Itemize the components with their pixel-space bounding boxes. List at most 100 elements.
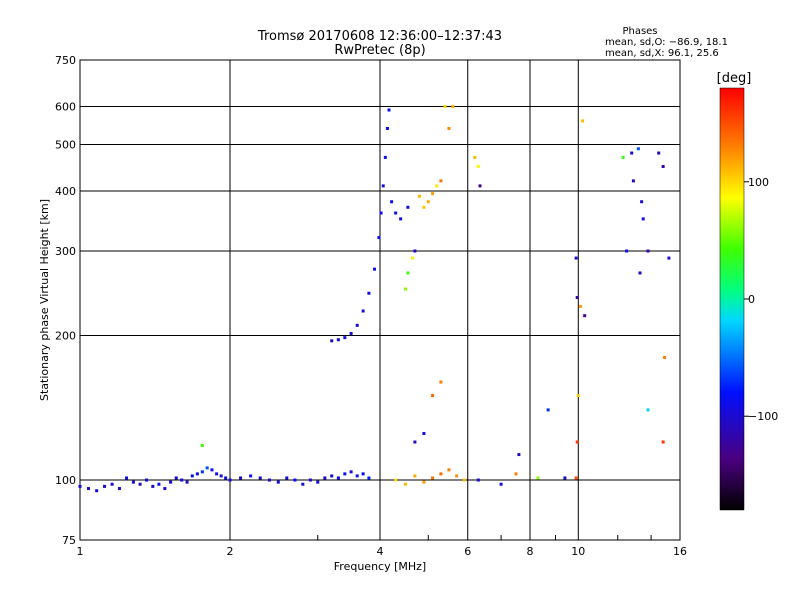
data-point [145,478,149,482]
data-point [426,200,430,204]
data-point [411,256,415,260]
data-point [185,480,189,484]
data-point [349,470,353,474]
data-point [381,184,385,188]
data-point [151,484,155,488]
data-point [657,151,661,155]
phase-mean-o: mean, sd,O: −86.9, 18.1 [605,37,728,48]
y-tick-label: 400 [55,185,76,198]
data-point [367,476,371,480]
data-point [661,440,665,444]
data-point [117,487,121,491]
data-point [575,440,579,444]
data-point [293,478,297,482]
data-point [578,304,582,308]
y-tick-label: 600 [55,101,76,114]
x-tick-label: 8 [527,545,534,558]
data-point [200,470,204,474]
x-tick-label: 6 [464,545,471,558]
x-tick-label: 4 [377,545,384,558]
x-tick-label: 2 [227,545,234,558]
data-point [387,108,391,112]
colorbar-label: [deg] [717,71,752,86]
data-point [640,200,644,204]
y-axis-label: Stationary phase Virtual Height [km] [38,199,51,401]
data-point [110,482,114,486]
data-point [385,126,389,130]
phases-heading: Phases [622,26,657,37]
data-point [517,453,521,457]
data-point [355,323,359,327]
data-point [447,126,451,130]
data-point [336,476,340,480]
data-point [439,179,443,183]
data-point [224,476,228,480]
data-point [476,478,480,482]
data-point [447,468,451,472]
data-point [422,432,426,436]
phase-mean-x: mean, sd,X: 96.1, 25.6 [605,48,719,59]
data-point [473,155,477,159]
data-point [575,296,579,300]
data-point [200,444,204,448]
data-point [336,338,340,342]
data-point [86,487,90,491]
data-point [661,164,665,168]
data-point [210,468,214,472]
data-point [195,472,199,476]
data-point [417,194,421,198]
data-point [636,147,640,151]
data-point [403,287,407,291]
y-tick-label: 300 [55,245,76,258]
data-point [343,336,347,340]
y-tick-label: 75 [62,534,76,547]
data-point [301,482,305,486]
data-point [169,480,173,484]
data-point [367,291,371,295]
data-point [406,271,410,275]
data-point [563,476,567,480]
data-point [258,476,262,480]
data-point [451,105,455,109]
y-tick-label: 750 [55,54,76,67]
data-point [285,476,289,480]
data-point [667,256,671,260]
data-point [219,474,223,478]
data-point [439,472,443,476]
colorbar-tick-label: −100 [748,410,778,423]
data-point [394,478,398,482]
data-points [78,105,671,493]
data-point [403,482,407,486]
data-point [355,474,359,478]
grid-lines [80,60,680,540]
x-tick-label: 16 [673,545,687,558]
data-point [228,478,232,482]
data-point [546,408,550,412]
data-point [399,217,403,221]
data-point [95,489,99,493]
colorbar-tick-label: 100 [748,176,769,189]
data-point [435,184,439,188]
data-point [576,394,580,398]
data-point [462,478,466,482]
data-point [323,476,327,480]
data-point [638,271,642,275]
data-point [394,211,398,215]
data-point [631,179,635,183]
data-point [406,205,410,209]
data-point [413,440,417,444]
data-point [499,482,503,486]
data-point [267,478,271,482]
data-point [646,249,650,253]
data-point [174,476,178,480]
data-point [536,476,540,480]
data-point [413,249,417,253]
data-point [383,155,387,159]
data-point [574,256,578,260]
data-point [431,394,435,398]
data-point [583,314,587,318]
y-tick-label: 200 [55,330,76,343]
data-point [443,105,447,109]
